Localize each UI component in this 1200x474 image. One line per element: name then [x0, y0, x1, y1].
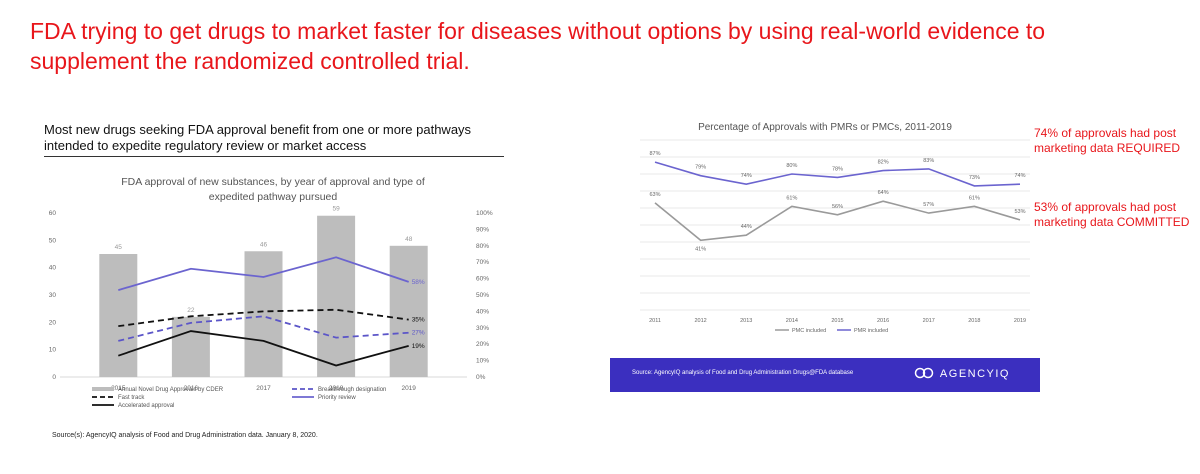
legend-label: Accelerated approval: [118, 403, 174, 409]
chart-title-line-2: expedited pathway pursued: [209, 191, 338, 203]
approval-bar: [99, 254, 138, 377]
bar-value-label: 48: [405, 236, 413, 243]
point-label: 41%: [695, 246, 706, 252]
x-tick-label: 2011: [649, 318, 661, 324]
point-label: 79%: [695, 165, 706, 171]
bar-value-label: 46: [260, 241, 268, 248]
x-tick-label: 2015: [831, 318, 843, 324]
x-tick-label: 2013: [740, 318, 752, 324]
x-tick-label: 2014: [786, 318, 798, 324]
x-tick-label: 2016: [184, 385, 199, 392]
x-tick-label: 2015: [111, 385, 126, 392]
x-tick-label: 2019: [401, 385, 416, 392]
approvals-chart: FDA approval of new substances, by year …: [49, 176, 493, 409]
series-end-label: 27%: [412, 330, 425, 337]
y2-tick-label: 0%: [476, 374, 486, 381]
left-chart-panel: FDA approval of new substances, by year …: [30, 118, 590, 470]
series-line-fast-track: [118, 308, 409, 328]
series-line-pmc-included: [654, 200, 1021, 242]
x-tick-label: 2017: [256, 385, 271, 392]
point-label: 44%: [741, 224, 752, 230]
headline: FDA trying to get drugs to market faster…: [30, 18, 1046, 74]
series-end-label: 35%: [412, 317, 425, 324]
annotation-committed: 53% of approvals had post marketing data…: [1034, 200, 1190, 229]
y2-tick-label: 20%: [476, 341, 489, 348]
legend-label: Annual Novel Drug Approvals by CDER: [118, 387, 224, 393]
series-line-pmr-included: [654, 161, 1021, 187]
point-label: 61%: [786, 195, 797, 201]
pmr-pmc-chart: 87% 79% 74% 80% 78% 82% 83% 73% 74% 63% 41% 44% 61% 5…: [640, 139, 1030, 334]
x-tick-label: 2012: [695, 318, 707, 324]
right-chart-title: Percentage of Approvals with PMRs or PMC…: [698, 122, 952, 133]
legend-swatch: [92, 387, 114, 391]
point-label: 87%: [649, 151, 660, 157]
y2-tick-label: 60%: [476, 276, 489, 283]
y2-tick-label: 90%: [476, 226, 489, 233]
y-tick-label: 0: [52, 374, 56, 381]
right-source-note: Source: AgencyIQ analysis of Food and Dr…: [632, 370, 854, 376]
approval-bar: [244, 251, 283, 377]
bar-value-label: 59: [332, 206, 340, 213]
series-line-accelerated-approval: [118, 330, 409, 367]
y2-tick-label: 10%: [476, 358, 489, 365]
legend-label: PMR included: [854, 328, 888, 334]
point-label: 73%: [969, 175, 980, 181]
series-end-label: 19%: [412, 343, 425, 350]
x-tick-label: 2018: [968, 318, 980, 324]
y2-tick-label: 40%: [476, 308, 489, 315]
agencyiq-logo-text: AGENCYIQ: [939, 368, 1010, 380]
point-label: 56%: [832, 204, 843, 210]
agencyiq-logo-icon: [914, 367, 934, 379]
point-label: 80%: [786, 163, 797, 169]
legend-label: Breakthrough designation: [318, 387, 386, 393]
series-line-priority-review: [118, 256, 409, 291]
x-tick-label: 2017: [923, 318, 935, 324]
point-label: 63%: [649, 192, 660, 198]
y-tick-label: 60: [49, 210, 57, 217]
point-label: 64%: [878, 190, 889, 196]
point-label: 74%: [741, 173, 752, 179]
x-tick-label: 2019: [1014, 318, 1026, 324]
y2-tick-label: 30%: [476, 325, 489, 332]
y-tick-label: 50: [49, 237, 57, 244]
annotation-required: 74% of approvals had post marketing data…: [1034, 126, 1181, 155]
approval-bar: [317, 215, 356, 377]
x-tick-label: 2018: [329, 385, 344, 392]
point-label: 74%: [1014, 173, 1025, 179]
right-footer-band: Source: AgencyIQ analysis of Food and Dr…: [610, 358, 1040, 392]
y2-tick-label: 70%: [476, 259, 489, 266]
point-label: 82%: [878, 160, 889, 166]
legend-label: Fast track: [118, 395, 145, 401]
agencyiq-logo: AGENCYIQ: [914, 367, 1010, 380]
legend-label: PMC included: [792, 328, 826, 334]
chart-title-line-1: FDA approval of new substances, by year …: [121, 176, 425, 188]
point-label: 53%: [1014, 209, 1025, 215]
y-tick-label: 40: [49, 265, 57, 272]
series-end-label: 58%: [412, 279, 425, 286]
bar-value-label: 22: [187, 307, 195, 314]
y2-tick-label: 50%: [476, 292, 489, 299]
y-tick-label: 30: [49, 292, 57, 299]
y-tick-label: 20: [49, 319, 57, 326]
left-source-note: Source(s): AgencyIQ analysis of Food and…: [52, 432, 318, 439]
point-label: 78%: [832, 166, 843, 172]
legend-label: Priority review: [318, 395, 356, 401]
y2-tick-label: 100%: [476, 210, 493, 217]
bar-value-label: 45: [115, 244, 123, 251]
y-tick-label: 10: [49, 347, 57, 354]
x-tick-label: 2016: [877, 318, 889, 324]
left-panel-title: Most new drugs seeking FDA approval bene…: [44, 122, 504, 157]
point-label: 61%: [969, 195, 980, 201]
y2-tick-label: 80%: [476, 243, 489, 250]
approval-bar: [389, 245, 428, 377]
point-label: 57%: [923, 202, 934, 208]
point-label: 83%: [923, 158, 934, 164]
